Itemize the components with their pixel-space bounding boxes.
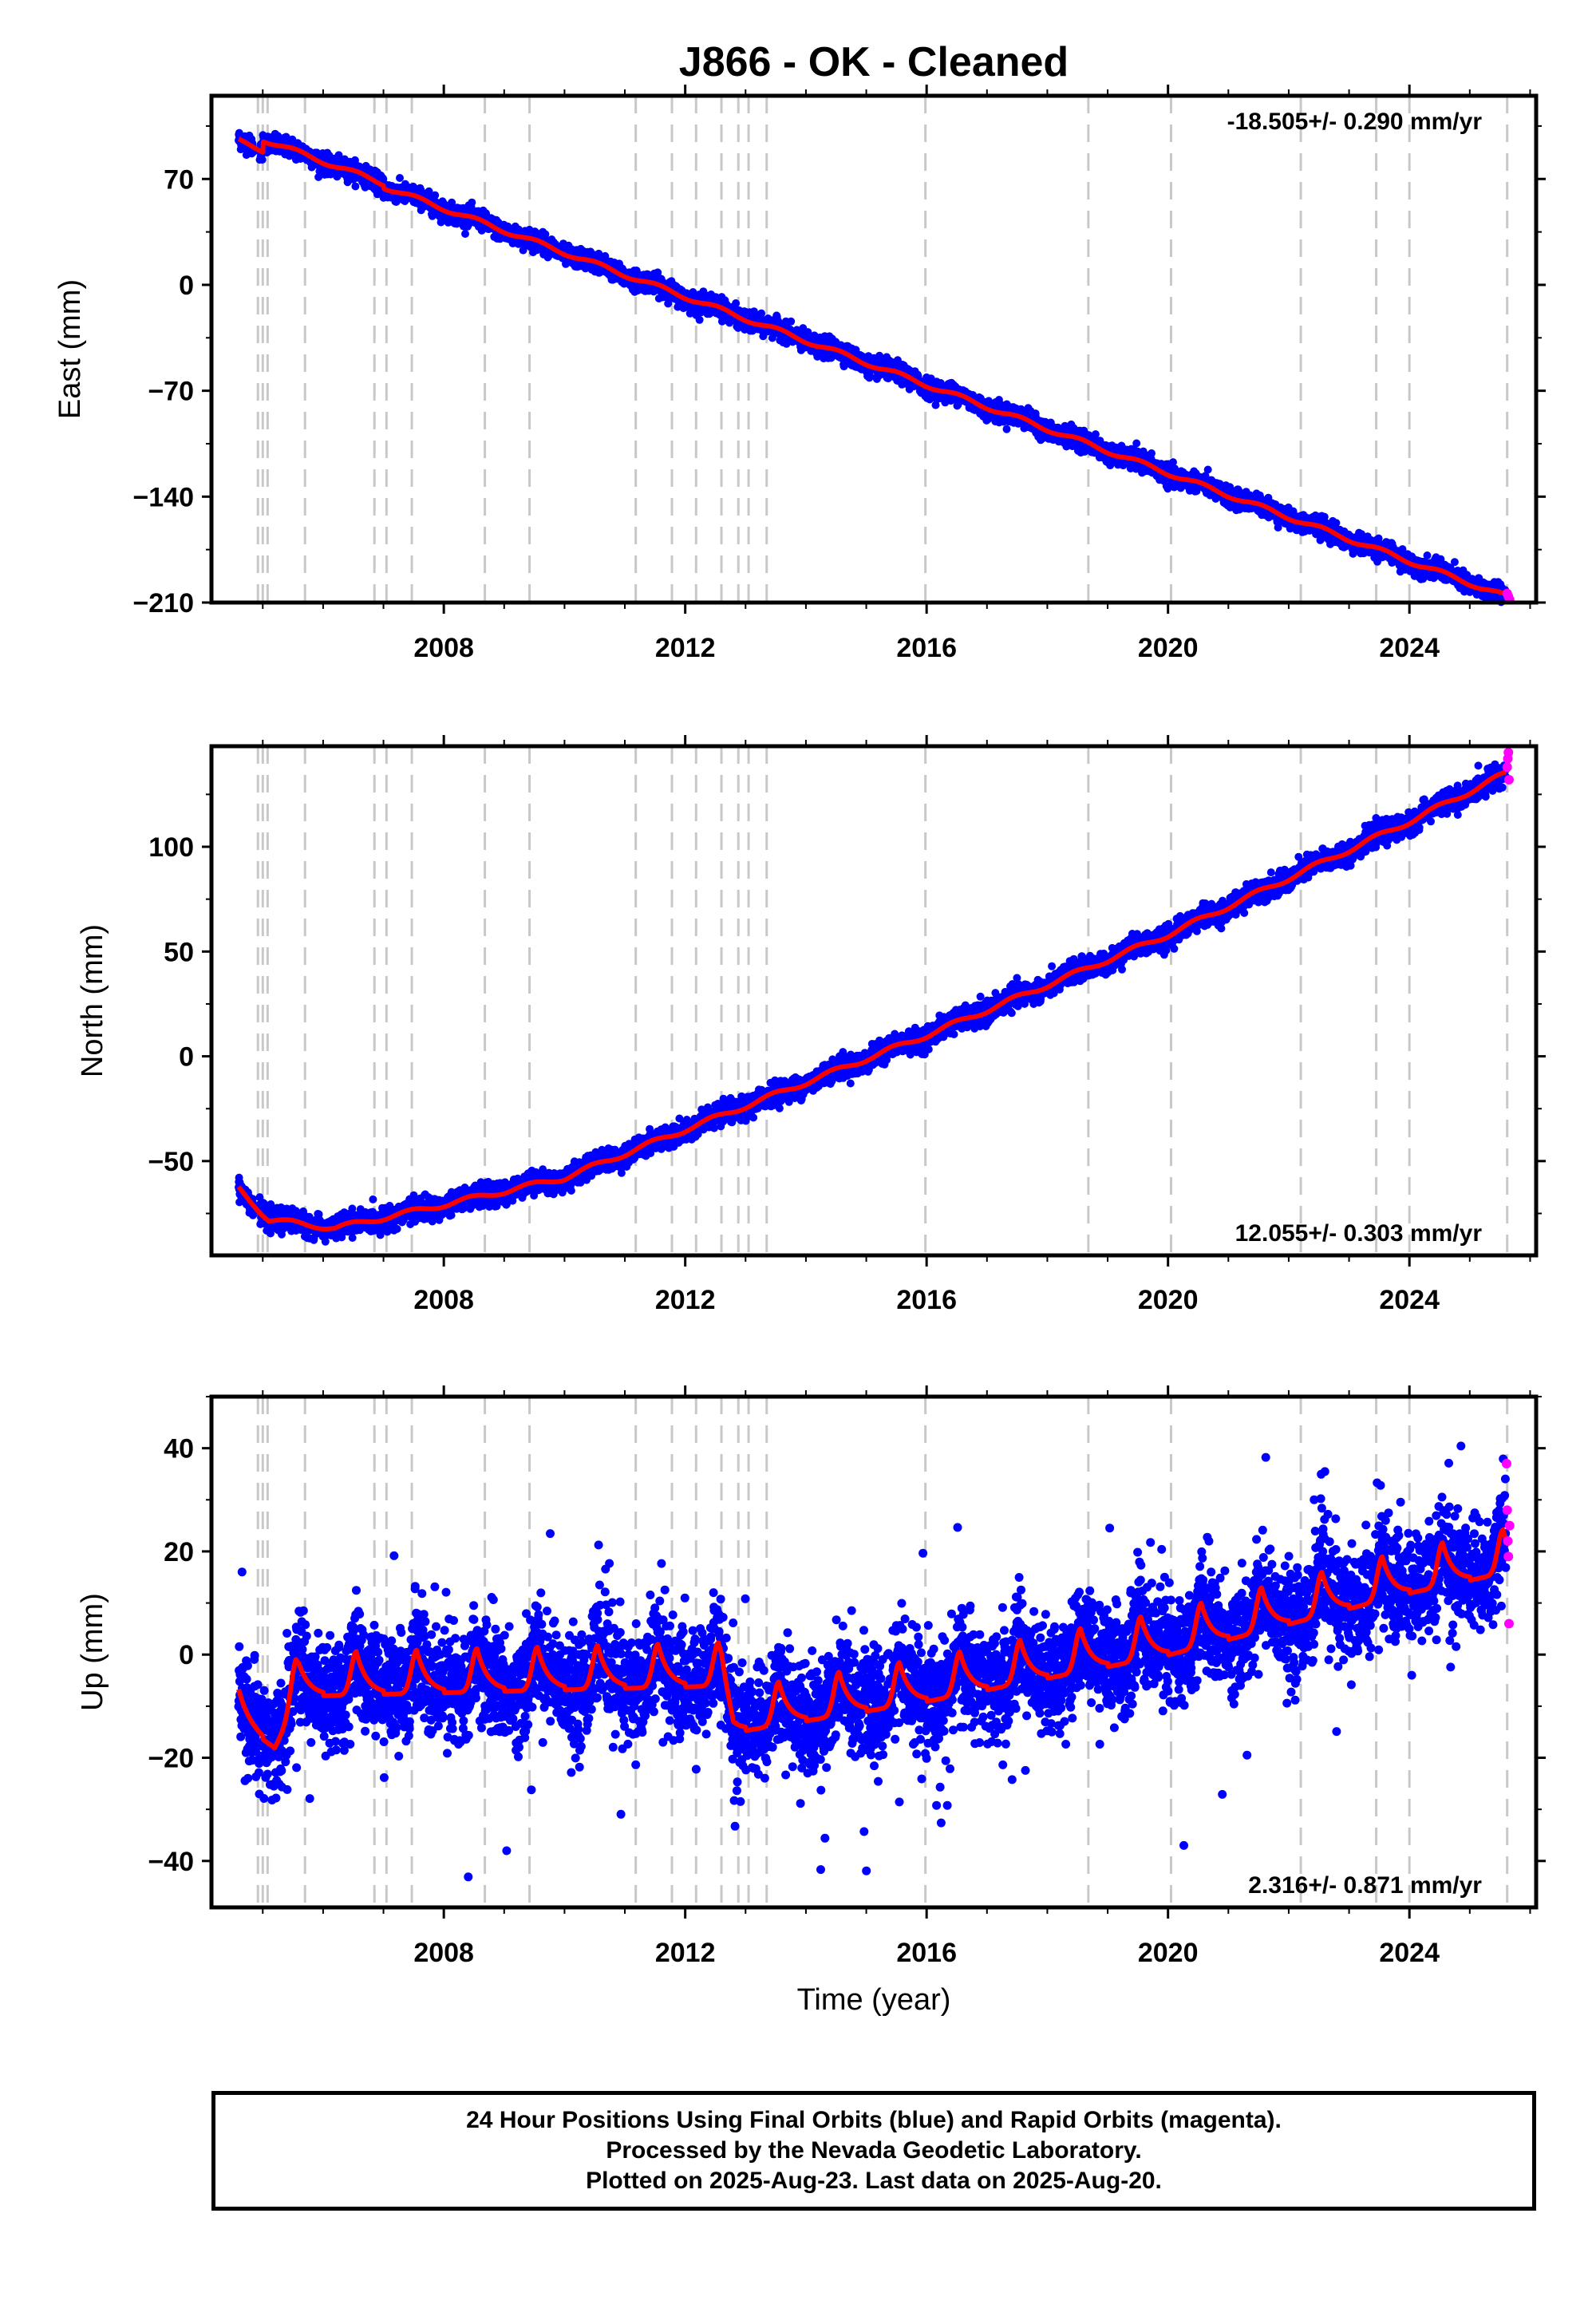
east-data-point [1203,465,1212,474]
east-data-point [1002,425,1011,433]
east-data-point [732,299,741,307]
east-data-point [431,191,440,200]
east-data-point [351,182,360,191]
east-data-point [468,198,476,207]
east-data-point [396,174,404,182]
east-data-point [757,309,766,318]
east-data-point [1148,449,1156,457]
east-data-point [787,317,796,326]
east-data-point [1132,439,1141,448]
east-data-point [258,156,267,164]
figure-title: J866 - OK - Cleaned [679,39,1069,85]
east-data-point [461,230,469,238]
east-data-point [695,315,704,324]
east-data-point [1091,430,1100,439]
